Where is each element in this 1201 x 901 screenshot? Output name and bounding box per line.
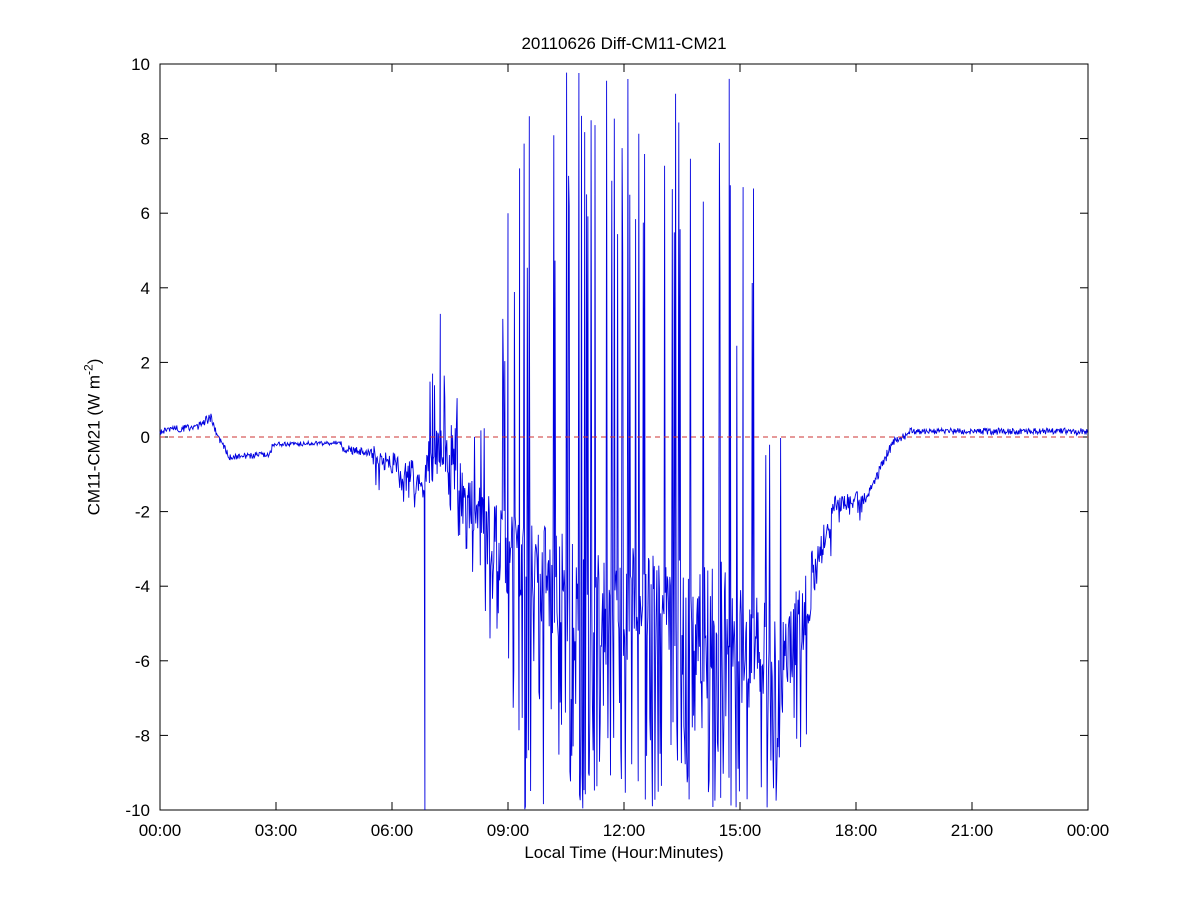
svg-text:-8: -8: [135, 726, 150, 745]
svg-text:15:00: 15:00: [719, 821, 762, 840]
svg-text:10: 10: [131, 55, 150, 74]
svg-text:21:00: 21:00: [951, 821, 994, 840]
svg-text:18:00: 18:00: [835, 821, 878, 840]
svg-text:03:00: 03:00: [255, 821, 298, 840]
y-axis-label-exponent: -2: [81, 364, 96, 375]
chart-title: 20110626 Diff-CM11-CM21: [521, 34, 727, 53]
tick-marks: [159, 63, 1089, 811]
svg-text:0: 0: [141, 428, 150, 447]
svg-text:-10: -10: [125, 801, 150, 820]
svg-text:8: 8: [141, 130, 150, 149]
y-axis-label-text: CM11-CM21 (W m: [84, 374, 104, 516]
svg-text:00:00: 00:00: [139, 821, 182, 840]
data-series: [159, 72, 1088, 811]
svg-text:4: 4: [141, 279, 150, 298]
svg-text:06:00: 06:00: [371, 821, 414, 840]
tick-labels: 00:00 03:00 06:00 09:00 12:00 15:00 18:00 21:00…: [125, 55, 1109, 840]
svg-text:09:00: 09:00: [487, 821, 530, 840]
y-axis-label-close: ): [84, 358, 104, 365]
svg-text:-2: -2: [135, 503, 150, 522]
svg-text:-6: -6: [135, 652, 150, 671]
x-axis-label: Local Time (Hour:Minutes): [524, 843, 724, 862]
svg-text:12:00: 12:00: [603, 821, 646, 840]
svg-text:-4: -4: [135, 577, 150, 596]
svg-text:2: 2: [141, 353, 150, 372]
y-axis-label: CM11-CM21 (W m-2): [82, 359, 105, 516]
svg-text:00:00: 00:00: [1067, 821, 1110, 840]
svg-text:6: 6: [141, 204, 150, 223]
